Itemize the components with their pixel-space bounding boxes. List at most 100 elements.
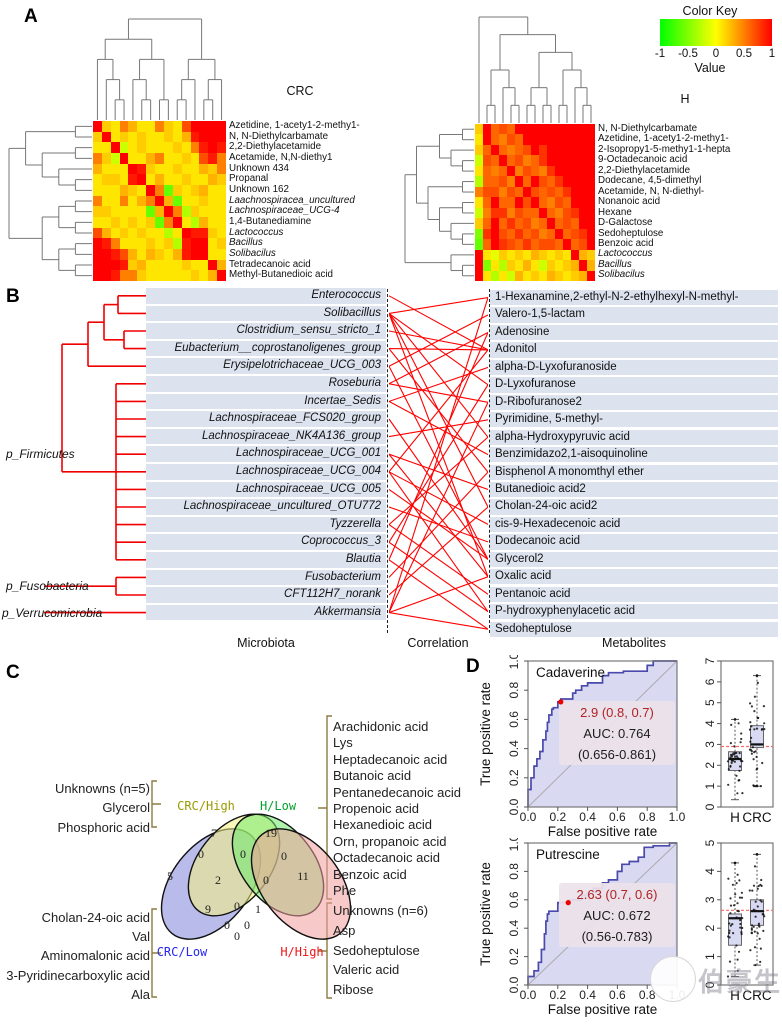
heatmap-cell: [563, 155, 571, 166]
metabolite-item: cis-9-Hexadecenoic acid: [490, 516, 778, 533]
svg-text:0.2: 0.2: [507, 769, 521, 786]
heatmap-row-label: 1,4-Butanediamine: [229, 215, 312, 227]
svg-text:0.8: 0.8: [639, 810, 656, 824]
heatmap-cell: [93, 185, 102, 196]
heatmap-cell: [146, 174, 156, 185]
heatmap-cell: [587, 176, 595, 187]
heatmap-cell: [101, 174, 111, 185]
heatmap-row-label: Solibacilus: [598, 269, 645, 281]
heatmap-cell: [101, 249, 111, 260]
list-item: Hexanedioic acid: [333, 817, 433, 833]
heatmap-row-label: Hexane: [598, 206, 632, 218]
heatmap-cell: [208, 270, 218, 281]
heatmap-cell: [119, 185, 129, 196]
heatmap-cell: [181, 121, 191, 132]
heatmap-cell: [547, 144, 555, 156]
list-item: Aminomalonic acid: [40, 948, 150, 964]
microbiota-item: Lachnospiraceae_UCG_005: [146, 481, 386, 498]
heatmap-cell: [155, 227, 164, 239]
heatmap-cell: [507, 270, 515, 281]
svg-text:0.6: 0.6: [609, 810, 626, 824]
heatmap-cell: [587, 186, 595, 198]
heatmap-cell: [547, 134, 555, 145]
heatmap-cell: [475, 144, 483, 156]
heatmap-cell: [539, 186, 547, 198]
heatmap-cell: [531, 218, 539, 229]
heatmap-cell: [571, 144, 579, 156]
heatmap-cell: [172, 121, 182, 132]
heatmap-cell: [571, 176, 579, 187]
heatmap-cell: [531, 186, 539, 198]
heatmap-cell: [579, 239, 587, 250]
heatmap-row-label: Solibacilus: [229, 247, 276, 259]
heatmap-cell: [555, 155, 563, 166]
heatmap-cell: [110, 238, 120, 249]
h-high-metabolite-list: Unknowns (n=6) Asp Sedoheptulose Valeric ac…: [333, 901, 468, 1000]
heatmap-cell: [475, 239, 483, 250]
list-item: Glycerol: [102, 800, 150, 816]
heatmap-cell: [110, 131, 120, 143]
heatmap-cell: [172, 270, 182, 281]
panel-d-label: D: [466, 656, 480, 677]
heatmap-cell: [499, 270, 507, 281]
heatmap-cell: [217, 270, 226, 281]
heatmap-cell: [146, 206, 156, 217]
heatmap-cell: [146, 121, 156, 132]
heatmap-cell: [163, 206, 173, 217]
metabolite-item: Sedoheptulose: [490, 621, 778, 637]
heatmap-cell: [483, 197, 491, 208]
venn-set-label-h-low: H/Low: [259, 799, 297, 813]
heatmap-cell: [93, 259, 102, 271]
heatmap-cell: [181, 249, 191, 260]
heatmap-cell: [539, 197, 547, 208]
heatmap-cell: [110, 259, 120, 271]
heatmap-cell: [475, 165, 483, 177]
heatmap-cell: [190, 153, 200, 164]
heatmap-cell: [539, 270, 547, 281]
svg-text:0.6: 0.6: [609, 988, 626, 1002]
crc-heatmap-row-labels: Azetidine, 1-acety1-2-methy1- N, N-Diethy…: [229, 120, 360, 281]
heatmap-cell: [190, 163, 200, 175]
h-row-dendrogram: [404, 128, 474, 277]
heatmap-cell: [563, 197, 571, 208]
heatmap-cell: [475, 155, 483, 166]
roc-annotation: AUC: 0.672: [583, 908, 650, 923]
microbiota-item: Lachnospiraceae_UCG_001: [146, 446, 386, 462]
list-item: Valeric acid: [333, 962, 400, 978]
heatmap-row-label: Acetamide, N,N-diethy1: [229, 151, 333, 163]
color-key-title: Color Key: [682, 4, 738, 18]
heatmap-cell: [155, 270, 164, 281]
heatmap-cell: [146, 217, 156, 228]
svg-text:0.4: 0.4: [579, 810, 596, 824]
heatmap-cell: [523, 186, 531, 198]
heatmap-cell: [146, 195, 156, 207]
venn-region-count: 5: [167, 869, 173, 883]
heatmap-cell: [539, 228, 547, 240]
panel-b-label: B: [6, 286, 20, 307]
heatmap-cell: [217, 195, 226, 207]
heatmap-cell: [475, 270, 483, 281]
heatmap-cell: [523, 249, 531, 261]
heatmap-cell: [146, 249, 156, 260]
heatmap-row-label: Laachnospiracea_uncultured: [229, 194, 355, 206]
heatmap-cell: [531, 260, 539, 271]
roc-plot-putrescine: 0.00.00.20.20.40.40.60.60.80.81.01.0Fals…: [478, 838, 686, 1017]
list-item: Phosphoric acid: [57, 819, 151, 835]
heatmap-cell: [217, 121, 226, 132]
heatmap-cell: [475, 207, 483, 219]
microbiota-axis-dashed-line: [387, 289, 388, 633]
heatmap-cell: [571, 124, 579, 135]
heatmap-cell: [499, 239, 507, 250]
heatmap-cell: [119, 206, 129, 217]
heatmap-row-label: Unknown 434: [229, 162, 289, 174]
heatmap-cell: [531, 134, 539, 145]
heatmap-cell: [181, 174, 191, 185]
heatmap-cell: [571, 134, 579, 145]
venn-region-count: 1: [255, 902, 261, 916]
heatmap-cell: [523, 144, 531, 156]
roc-annotation: (0.656-0.861): [578, 747, 656, 762]
heatmap-cell: [128, 259, 138, 271]
heatmap-cell: [199, 270, 209, 281]
heatmap-cell: [181, 206, 191, 217]
svg-text:0: 0: [703, 981, 717, 988]
